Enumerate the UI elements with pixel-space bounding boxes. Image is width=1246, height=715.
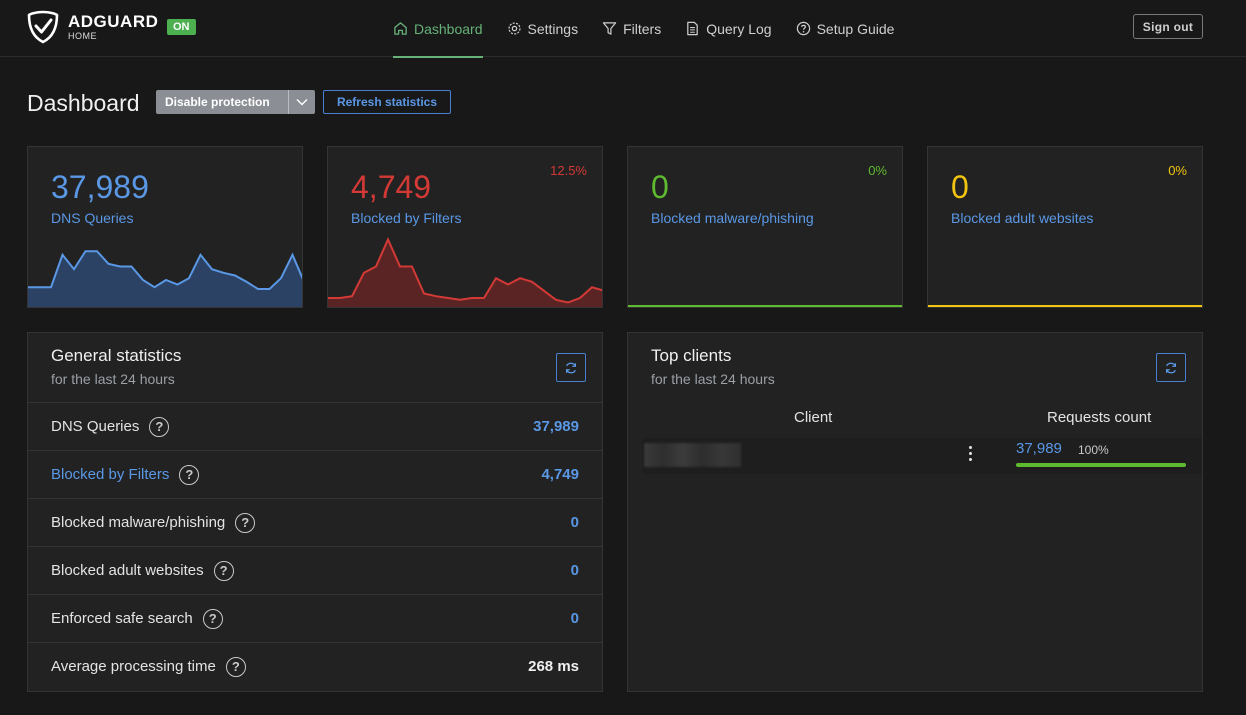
help-icon[interactable]: ? [213, 560, 234, 581]
more-options-icon[interactable] [967, 444, 973, 464]
card-label: Blocked malware/phishing [651, 210, 814, 226]
stat-name: Blocked by Filters? [51, 464, 200, 485]
gear-icon [507, 22, 521, 35]
stat-row-avg-processing: Average processing time? 268 ms [28, 642, 603, 690]
stat-value: 4,749 [541, 466, 579, 483]
panel-title: Top clients [651, 346, 732, 365]
stat-row-blocked-filters: Blocked by Filters? 4,749 [28, 450, 603, 498]
refresh-statistics-button[interactable]: Refresh statistics [323, 90, 451, 114]
stat-label: Blocked adult websites [51, 562, 204, 579]
sparkline-area [28, 251, 302, 307]
logo-subtitle: HOME [68, 31, 97, 41]
refresh-icon[interactable] [556, 353, 586, 382]
stat-name: Average processing time? [51, 656, 246, 677]
requests-progress-fill [1016, 463, 1186, 467]
help-icon[interactable]: ? [202, 608, 223, 629]
stat-label: Blocked malware/phishing [51, 514, 226, 531]
page-title: Dashboard [27, 90, 140, 116]
card-value: 37,989 [51, 169, 149, 205]
nav-filters-label: Filters [623, 20, 662, 37]
sparkline-line [28, 250, 302, 290]
panel-title: General statistics [51, 346, 182, 365]
stat-row-safe-search: Enforced safe search? 0 [28, 594, 603, 642]
nav-dashboard[interactable]: Dashboard [393, 0, 483, 58]
stat-value: 0 [570, 562, 579, 579]
main-nav: Dashboard Settings Filters Query Log Set… [393, 0, 918, 58]
card-percent: 0% [868, 163, 887, 178]
sparkline-area [328, 239, 602, 307]
stat-row-blocked-adult: Blocked adult websites? 0 [28, 546, 603, 594]
help-icon[interactable]: ? [179, 464, 200, 485]
protection-status-badge: ON [167, 19, 196, 35]
stat-name: DNS Queries? [51, 416, 170, 437]
help-icon[interactable]: ? [235, 512, 256, 533]
stat-name: Blocked malware/phishing? [51, 512, 256, 533]
card-blocked-filters: 4,749 Blocked by Filters 12.5% [327, 146, 603, 308]
help-circle-icon [796, 21, 810, 36]
home-icon [394, 22, 407, 35]
help-icon[interactable]: ? [225, 656, 246, 677]
stat-value: 0 [570, 610, 579, 627]
top-clients-panel: Top clients for the last 24 hours Client… [627, 332, 1203, 692]
card-label: Blocked by Filters [351, 210, 462, 226]
adguard-shield-icon [27, 10, 59, 44]
logo[interactable]: ADGUARD HOME [26, 10, 158, 44]
panel-subtitle: for the last 24 hours [651, 371, 775, 387]
stat-label: Enforced safe search [51, 610, 193, 627]
disable-protection-button[interactable]: Disable protection [156, 90, 315, 114]
column-requests: Requests count [1047, 409, 1152, 426]
dns-queries-sparkline [28, 250, 302, 307]
requests-percent: 100% [1078, 443, 1109, 457]
filter-icon [602, 22, 617, 35]
sign-out-button[interactable]: Sign out [1133, 14, 1203, 39]
clients-table-header: Client Requests count [642, 400, 1202, 438]
card-blocked-malware: 0 Blocked malware/phishing 0% [627, 146, 903, 308]
nav-query-log-label: Query Log [706, 20, 772, 37]
card-label: DNS Queries [51, 210, 134, 226]
stat-row-dns-queries: DNS Queries? 37,989 [28, 402, 603, 450]
nav-settings[interactable]: Settings [507, 0, 579, 57]
nav-query-log[interactable]: Query Log [685, 0, 772, 57]
stat-value: 0 [570, 514, 579, 531]
stat-value: 268 ms [528, 658, 579, 675]
card-label: Blocked adult websites [951, 210, 1094, 226]
nav-dashboard-label: Dashboard [414, 20, 483, 37]
table-row: 37,989 100% [642, 438, 1202, 474]
blocked-filters-sparkline [328, 237, 602, 307]
nav-setup-guide[interactable]: Setup Guide [796, 0, 895, 57]
top-navbar: ADGUARD HOME ON Dashboard Settings Filte… [0, 0, 1246, 58]
stat-name: Enforced safe search? [51, 608, 223, 629]
logo-title: ADGUARD [68, 12, 159, 31]
malware-baseline [628, 305, 902, 307]
card-percent: 12.5% [550, 163, 587, 178]
general-statistics-panel: General statistics for the last 24 hours… [27, 332, 603, 692]
nav-filters[interactable]: Filters [602, 0, 661, 57]
disable-protection-label: Disable protection [165, 95, 270, 109]
sparkline-line [328, 237, 602, 304]
refresh-icon[interactable] [1156, 353, 1186, 382]
stat-name: Blocked adult websites? [51, 560, 234, 581]
stat-label: DNS Queries [51, 418, 140, 435]
card-blocked-adult: 0 Blocked adult websites 0% [927, 146, 1203, 308]
card-dns-queries: 37,989 DNS Queries [27, 146, 303, 308]
adult-baseline [928, 305, 1202, 307]
panel-subtitle: for the last 24 hours [51, 371, 175, 387]
stat-value: 37,989 [533, 418, 579, 435]
stat-label: Average processing time [51, 658, 216, 675]
requests-count: 37,989 [1016, 440, 1062, 457]
nav-settings-label: Settings [527, 20, 579, 37]
chevron-down-icon[interactable] [288, 90, 315, 114]
document-icon [687, 21, 699, 36]
client-name-redacted[interactable] [644, 443, 741, 467]
nav-setup-guide-label: Setup Guide [816, 20, 895, 37]
column-client: Client [794, 409, 833, 426]
card-percent: 0% [1168, 163, 1187, 178]
card-value: 0 [951, 169, 969, 205]
card-value: 0 [651, 169, 669, 205]
requests-progress-bar [1016, 463, 1186, 467]
stat-label[interactable]: Blocked by Filters [51, 466, 170, 483]
help-icon[interactable]: ? [149, 416, 170, 437]
card-value: 4,749 [351, 169, 432, 205]
stat-row-blocked-malware: Blocked malware/phishing? 0 [28, 498, 603, 546]
